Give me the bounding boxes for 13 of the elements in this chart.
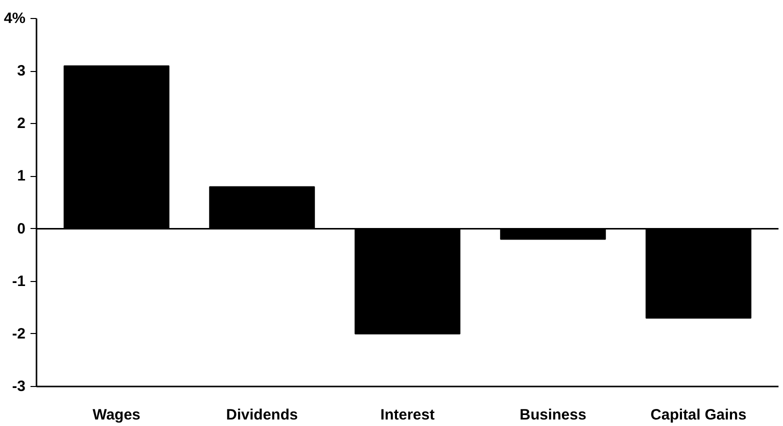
y-tick-label: 0	[17, 220, 26, 238]
x-tick-label: Wages	[92, 406, 140, 424]
x-tick-label: Interest	[380, 406, 435, 424]
y-tick-label: 1	[17, 168, 26, 185]
x-tick-label: Dividends	[226, 406, 298, 424]
y-tick-label: 3	[17, 62, 26, 80]
y-tick-label: -1	[12, 272, 26, 290]
y-tick-label: -2	[12, 325, 26, 342]
x-tick-label: Business	[520, 406, 586, 424]
y-tick-label: 2	[17, 115, 26, 132]
x-tick-label: Capital Gains	[650, 406, 746, 424]
y-tick-label: -3	[12, 378, 26, 395]
y-tick-label: 4%	[4, 10, 26, 27]
